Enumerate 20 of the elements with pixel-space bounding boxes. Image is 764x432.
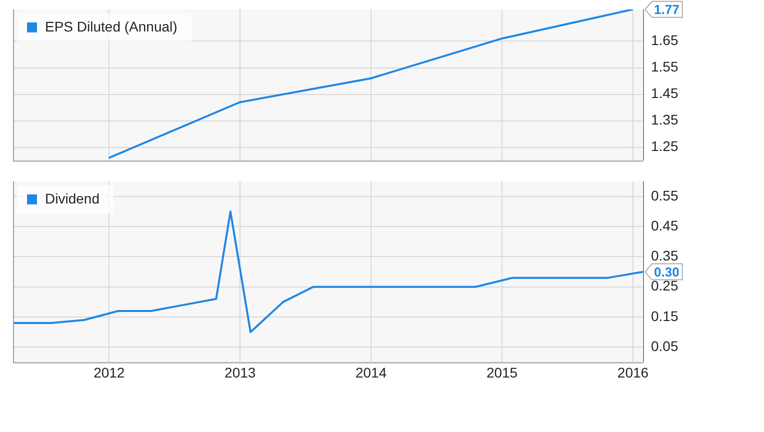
legend-label: EPS Diluted (Annual) bbox=[45, 18, 178, 34]
x-tick-label: 2016 bbox=[617, 364, 649, 380]
y-tick-label: 1.25 bbox=[651, 138, 678, 154]
data-label: 0.30 bbox=[654, 264, 680, 280]
y-tick-label: 0.05 bbox=[651, 338, 678, 354]
legend-label: Dividend bbox=[45, 190, 100, 206]
y-tick-label: 0.15 bbox=[651, 308, 678, 324]
y-tick-label: 0.55 bbox=[651, 187, 678, 204]
y-tick-label: 1.65 bbox=[651, 32, 678, 48]
x-tick-label: 2014 bbox=[355, 364, 387, 380]
y-tick-label: 0.25 bbox=[651, 278, 678, 294]
y-tick-label: 1.55 bbox=[651, 58, 678, 75]
y-tick-label: 1.35 bbox=[651, 112, 678, 128]
y-tick-label: 0.45 bbox=[651, 217, 678, 234]
y-tick-label: 1.45 bbox=[651, 85, 678, 102]
x-tick-label: 2015 bbox=[486, 364, 518, 380]
y-tick-label: 0.35 bbox=[651, 248, 678, 264]
data-label: 1.77 bbox=[654, 2, 680, 17]
x-tick-label: 2012 bbox=[94, 364, 125, 380]
x-tick-label: 2013 bbox=[224, 364, 256, 380]
